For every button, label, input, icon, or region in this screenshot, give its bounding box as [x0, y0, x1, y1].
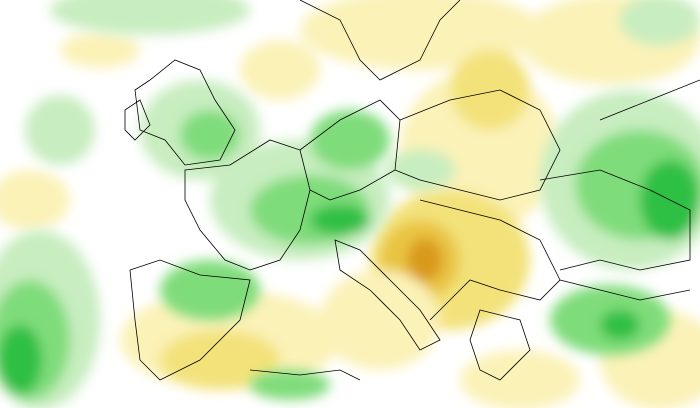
country-borders — [124, 0, 700, 381]
